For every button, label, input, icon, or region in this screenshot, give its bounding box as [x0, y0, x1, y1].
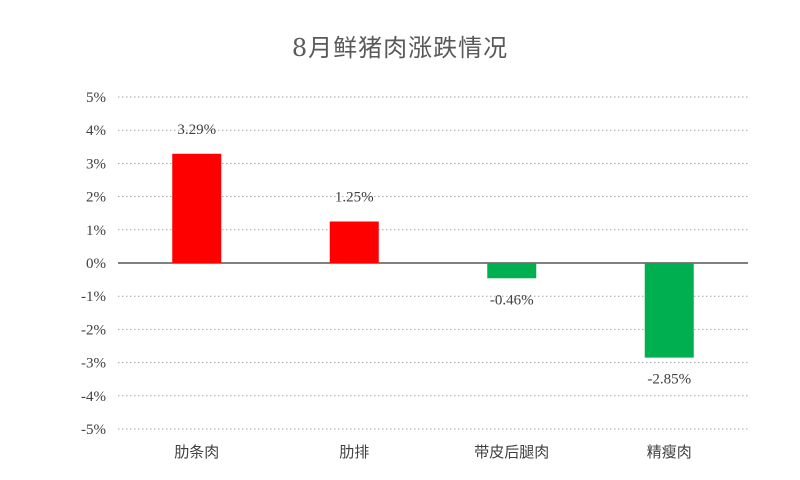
data-label: 3.29% — [177, 122, 216, 138]
data-label: -0.46% — [490, 292, 534, 308]
y-tick-label: -3% — [81, 356, 106, 372]
data-label: 1.25% — [335, 190, 374, 206]
y-tick-label: 4% — [86, 123, 106, 139]
y-tick-label: 0% — [86, 256, 106, 272]
bar — [329, 221, 379, 263]
y-tick-label: 1% — [86, 223, 106, 239]
y-tick-label: -4% — [81, 389, 106, 405]
bar — [172, 153, 222, 263]
bar — [644, 263, 694, 358]
data-label: -2.85% — [647, 372, 691, 388]
y-tick-label: -1% — [81, 289, 106, 305]
bar — [487, 263, 537, 279]
category-label: 肋条肉 — [174, 443, 219, 461]
y-tick-label: 2% — [86, 190, 106, 206]
chart-title: 8月鲜猪肉涨跌情况 — [291, 34, 509, 62]
y-tick-label: 3% — [86, 156, 106, 172]
y-tick-label: 5% — [86, 90, 106, 106]
category-label: 精瘦肉 — [647, 443, 692, 461]
y-tick-label: -2% — [81, 322, 106, 338]
category-label: 肋排 — [339, 443, 369, 461]
category-label: 带皮后腿肉 — [474, 443, 549, 461]
y-tick-label: -5% — [81, 422, 106, 438]
